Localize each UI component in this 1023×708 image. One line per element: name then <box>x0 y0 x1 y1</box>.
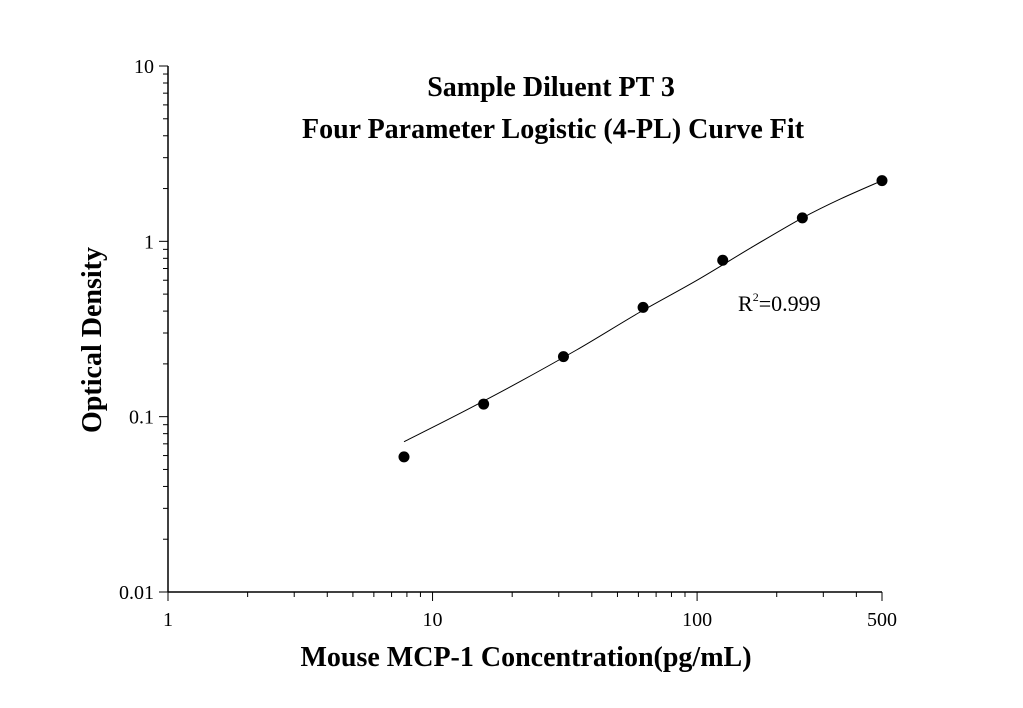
y-axis-label: Optical Density <box>77 247 108 433</box>
y-tick-label: 0.1 <box>129 407 154 429</box>
axes <box>167 66 882 593</box>
y-tick-label: 10 <box>134 56 154 78</box>
y-tick-label: 0.01 <box>119 582 154 604</box>
chart-title: Sample Diluent PT 3 <box>427 72 675 103</box>
r-squared-annotation: R2=0.999 <box>738 290 821 316</box>
x-tick-label: 1 <box>163 609 173 631</box>
chart-subtitle: Four Parameter Logistic (4-PL) Curve Fit <box>302 114 805 145</box>
r-squared-value: =0.999 <box>759 291 821 316</box>
data-point <box>637 301 649 313</box>
x-tick-label: 500 <box>867 609 897 631</box>
r-squared-sup: 2 <box>753 290 759 304</box>
data-points <box>398 175 888 463</box>
y-tick-label: 1 <box>144 231 154 253</box>
x-axis-label: Mouse MCP-1 Concentration(pg/mL) <box>300 642 751 673</box>
data-point <box>876 175 888 187</box>
r-squared-base: R <box>738 291 753 316</box>
x-axis-ticks: 1 10 100 500 <box>163 592 897 631</box>
x-tick-label: 100 <box>682 609 712 631</box>
y-axis-ticks: 0.01 0.1 1 10 <box>119 56 168 604</box>
data-point <box>717 254 729 266</box>
x-tick-label: 10 <box>423 609 443 631</box>
data-point <box>796 212 808 224</box>
data-point <box>398 451 410 463</box>
data-point <box>478 398 490 410</box>
data-point <box>557 351 569 363</box>
